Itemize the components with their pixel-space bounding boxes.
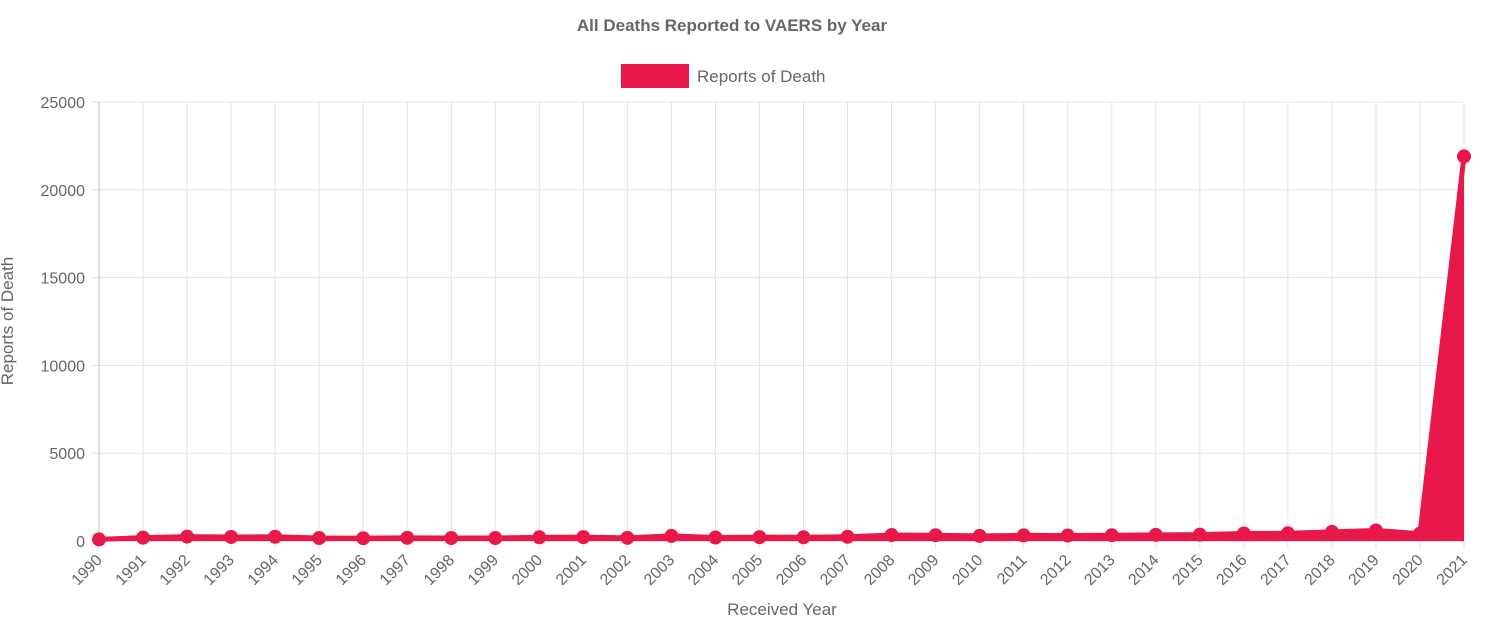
- data-point[interactable]: [312, 531, 327, 546]
- x-tick-label: 2014: [1125, 552, 1162, 589]
- data-point[interactable]: [972, 528, 987, 543]
- data-point[interactable]: [444, 531, 459, 546]
- legend-swatch: [621, 64, 689, 88]
- data-point[interactable]: [576, 530, 591, 545]
- x-tick-label: 2000: [509, 552, 546, 589]
- y-tick-label: 15000: [41, 271, 86, 288]
- x-tick-label: 1993: [201, 552, 238, 589]
- data-point[interactable]: [1236, 526, 1251, 541]
- x-tick-label: 1999: [465, 552, 502, 589]
- legend[interactable]: Reports of Death: [621, 64, 826, 88]
- series-line: [98, 156, 1467, 542]
- data-point[interactable]: [708, 530, 723, 545]
- x-tick-label: 2020: [1390, 552, 1427, 589]
- x-tick-label: 2018: [1302, 552, 1339, 589]
- data-point[interactable]: [268, 529, 283, 544]
- y-tick-labels: 0 5000 10000 15000 20000 25000: [41, 95, 86, 551]
- x-tick-label: 1992: [157, 552, 194, 589]
- x-tick-label: 1997: [377, 552, 414, 589]
- data-point[interactable]: [136, 530, 151, 545]
- x-tick-label: 2009: [905, 552, 942, 589]
- series-area: [99, 156, 1464, 541]
- x-tick-label: 1994: [245, 552, 282, 589]
- x-tick-label: 2019: [1346, 552, 1383, 589]
- data-point[interactable]: [356, 531, 371, 546]
- data-point[interactable]: [488, 531, 503, 546]
- x-tick-label: 1995: [289, 552, 326, 589]
- x-axis-title: Received Year: [727, 600, 837, 619]
- data-point[interactable]: [1324, 524, 1339, 539]
- legend-label: Reports of Death: [697, 67, 826, 86]
- data-point[interactable]: [884, 528, 899, 543]
- data-point[interactable]: [840, 529, 855, 544]
- x-tick-label: 2010: [949, 552, 986, 589]
- x-tick-label: 2006: [773, 552, 810, 589]
- data-point[interactable]: [1148, 527, 1163, 542]
- x-tick-label: 2005: [729, 552, 766, 589]
- data-point[interactable]: [928, 528, 943, 543]
- y-axis-title: Reports of Death: [0, 257, 17, 386]
- data-point[interactable]: [796, 530, 811, 545]
- x-tick-label: 1996: [333, 552, 370, 589]
- data-point[interactable]: [224, 529, 239, 544]
- data-point[interactable]: [1060, 528, 1075, 543]
- y-tick-label: 10000: [41, 358, 86, 375]
- series-reports-of-death: [92, 149, 1471, 547]
- data-point[interactable]: [752, 530, 767, 545]
- x-tick-label: 2007: [817, 552, 854, 589]
- y-tick-label: 5000: [49, 446, 85, 463]
- x-tick-label: 2016: [1213, 552, 1250, 589]
- x-tick-label: 1990: [69, 552, 106, 589]
- x-tick-label: 2015: [1169, 552, 1206, 589]
- data-point[interactable]: [92, 532, 106, 547]
- chart-title: All Deaths Reported to VAERS by Year: [577, 16, 888, 35]
- grid: [91, 101, 1465, 549]
- x-tick-label: 2003: [641, 552, 678, 589]
- y-tick-label: 20000: [41, 183, 86, 200]
- data-point[interactable]: [400, 530, 415, 545]
- y-tick-label: 25000: [41, 95, 86, 112]
- data-point[interactable]: [1368, 523, 1383, 538]
- data-point[interactable]: [620, 530, 635, 545]
- data-point[interactable]: [1280, 526, 1295, 541]
- x-tick-label: 2001: [553, 552, 590, 589]
- x-tick-label: 2011: [994, 552, 1030, 588]
- x-tick-label: 2013: [1081, 552, 1118, 589]
- data-point[interactable]: [664, 528, 679, 543]
- data-point[interactable]: [1412, 526, 1427, 541]
- x-tick-label: 2012: [1037, 552, 1074, 589]
- data-point[interactable]: [532, 530, 547, 545]
- axes: [91, 102, 1464, 542]
- data-point[interactable]: [180, 529, 195, 544]
- x-tick-label: 2004: [685, 552, 722, 589]
- x-tick-labels: 1990 1991 1992 1993 1994 1995 1996 1997 1998 1999…: [69, 552, 1471, 589]
- data-point[interactable]: [1457, 149, 1471, 164]
- x-tick-label: 2008: [861, 552, 898, 589]
- data-point[interactable]: [1016, 528, 1031, 543]
- x-tick-label: 2017: [1258, 552, 1295, 589]
- x-tick-label: 1991: [113, 552, 150, 589]
- x-tick-label: 2002: [597, 552, 634, 589]
- x-tick-label: 1998: [421, 552, 458, 589]
- y-tick-label: 0: [76, 534, 85, 551]
- x-tick-label: 2021: [1434, 552, 1471, 589]
- data-point[interactable]: [1192, 527, 1207, 542]
- data-point[interactable]: [1104, 528, 1119, 543]
